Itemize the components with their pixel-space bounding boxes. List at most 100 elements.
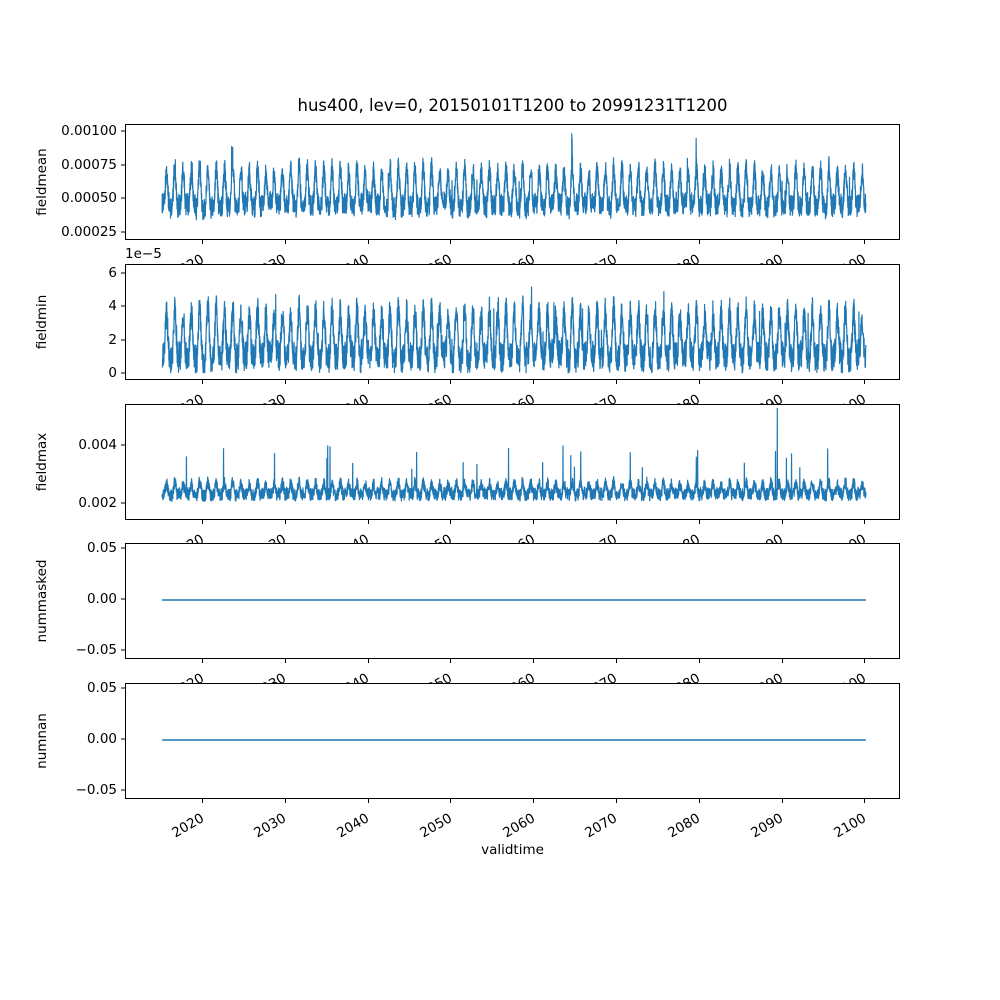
subplot-fieldmean: fieldmean 0.00100 0.00075 0.00050 0.0002…: [34, 124, 900, 282]
x-tick-mark: [367, 520, 369, 524]
series-line-nummasked: [162, 599, 866, 601]
y-axis-offset-text: 1e−5: [125, 246, 162, 262]
y-tick-label: 0.05: [86, 680, 117, 696]
y-tick-mark: [121, 444, 125, 446]
y-tick-mark: [121, 649, 125, 651]
y-tick-mark: [121, 687, 125, 689]
y-tick-label: 6: [108, 265, 117, 281]
x-tick-mark: [284, 659, 286, 663]
x-tick-mark: [284, 240, 286, 244]
x-tick-mark: [533, 799, 535, 803]
x-tick-mark: [864, 240, 866, 244]
plot-box-nummasked: [125, 543, 900, 659]
y-tick-mark: [121, 738, 125, 740]
y-tick-label: 0.00: [86, 731, 117, 747]
x-tick-mark: [202, 659, 203, 663]
y-tick-mark: [121, 547, 125, 549]
y-tick-label: 0.00075: [61, 157, 117, 173]
x-tick-mark: [284, 380, 286, 384]
x-tick-mark: [781, 659, 783, 663]
x-tick-mark: [864, 520, 866, 524]
x-tick-mark: [450, 520, 452, 524]
y-tick-label: 0.00050: [61, 190, 117, 206]
y-tick-mark: [121, 231, 125, 233]
y-tick-mark: [121, 305, 125, 307]
x-tick-mark: [698, 520, 700, 524]
subplot-fieldmin: 1e−5 fieldmin 6 4 2 0 202020302040205020…: [34, 247, 900, 422]
x-tick-mark: [202, 380, 203, 384]
x-tick-mark: [202, 799, 203, 803]
plot-box-numnan: [125, 683, 900, 799]
subplot-numnan: numnan 0.05 0.00 −0.05 2020 2030 2040 2050 2…: [34, 681, 900, 841]
plot-box-fieldmin: [125, 264, 900, 380]
x-tick-mark: [367, 799, 369, 803]
x-tick-mark: [698, 799, 700, 803]
x-tick-mark: [615, 380, 617, 384]
x-tick-mark: [781, 799, 783, 803]
y-tick-label: −0.05: [75, 782, 117, 798]
y-tick-mark: [121, 272, 125, 274]
x-tick-mark: [864, 799, 866, 803]
y-tick-mark: [121, 130, 125, 132]
x-tick-mark: [698, 240, 700, 244]
y-tick-label: 2: [108, 332, 117, 348]
y-tick-mark: [121, 197, 125, 199]
x-tick-mark: [284, 520, 286, 524]
x-tick-mark: [533, 520, 535, 524]
x-tick-mark: [450, 380, 452, 384]
x-tick-mark: [202, 240, 203, 244]
x-tick-mark: [533, 240, 535, 244]
x-tick-mark: [615, 240, 617, 244]
x-axis-label: validtime: [481, 842, 544, 858]
y-tick-label: 0: [108, 365, 117, 381]
y-tick-label: 0.00: [86, 591, 117, 607]
x-tick-mark: [450, 659, 452, 663]
y-tick-mark: [121, 372, 125, 374]
series-line-numnan: [162, 739, 866, 741]
plot-box-fieldmean: [125, 124, 900, 240]
x-tick-mark: [450, 799, 452, 803]
y-tick-label: −0.05: [75, 642, 117, 658]
x-tick-mark: [367, 240, 369, 244]
x-tick-mark: [781, 520, 783, 524]
x-tick-mark: [284, 799, 286, 803]
x-tick-mark: [367, 659, 369, 663]
y-axis-label-fieldmin: fieldmin: [34, 294, 50, 350]
x-tick-mark: [367, 380, 369, 384]
y-axis-label-fieldmean: fieldmean: [34, 148, 50, 216]
x-tick-mark: [698, 659, 700, 663]
x-tick-mark: [864, 380, 866, 384]
series-line-fieldmin: [161, 286, 867, 374]
y-tick-mark: [121, 598, 125, 600]
y-tick-mark: [121, 789, 125, 791]
x-tick-mark: [533, 659, 535, 663]
x-tick-mark: [450, 240, 452, 244]
x-tick-mark: [781, 380, 783, 384]
subplot-fieldmax: fieldmax 0.004 0.002 2020203020402050206…: [34, 404, 900, 562]
x-tick-mark: [533, 380, 535, 384]
x-tick-mark: [698, 380, 700, 384]
y-tick-label: 0.00100: [61, 123, 117, 139]
figure-title: hus400, lev=0, 20150101T1200 to 20991231…: [297, 96, 728, 115]
x-tick-mark: [615, 799, 617, 803]
y-tick-label: 0.00025: [61, 224, 117, 240]
y-tick-label: 0.002: [78, 495, 117, 511]
subplot-nummasked: nummasked 0.05 0.00 −0.05 20202030204020…: [34, 541, 900, 701]
y-tick-mark: [121, 164, 125, 166]
y-tick-label: 0.004: [78, 437, 117, 453]
x-tick-mark: [781, 240, 783, 244]
y-tick-mark: [121, 502, 125, 504]
y-axis-label-numnan: numnan: [34, 713, 50, 769]
y-tick-label: 4: [108, 298, 117, 314]
x-tick-mark: [202, 520, 203, 524]
plot-box-fieldmax: [125, 404, 900, 520]
y-axis-label-nummasked: nummasked: [34, 559, 50, 643]
series-line-fieldmean: [161, 133, 867, 221]
x-tick-mark: [615, 659, 617, 663]
x-tick-mark: [615, 520, 617, 524]
y-tick-label: 0.05: [86, 540, 117, 556]
series-line-fieldmax: [161, 407, 867, 502]
y-tick-mark: [121, 339, 125, 341]
x-tick-mark: [864, 659, 866, 663]
